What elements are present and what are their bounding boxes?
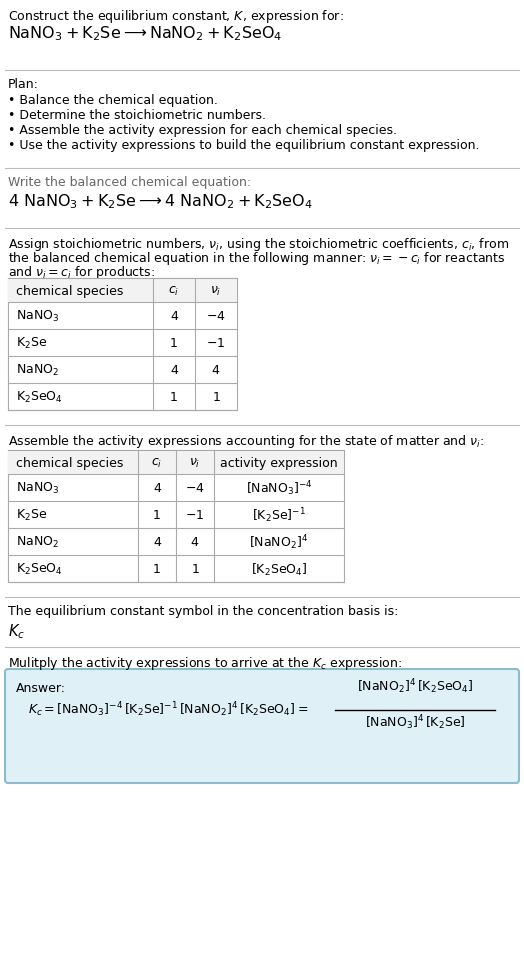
Text: $1$: $1$ — [191, 563, 199, 576]
Text: Assign stoichiometric numbers, $\nu_i$, using the stoichiometric coefficients, $: Assign stoichiometric numbers, $\nu_i$, … — [8, 236, 509, 253]
Text: $\nu_i$: $\nu_i$ — [210, 284, 222, 298]
Text: 4: 4 — [153, 482, 161, 495]
Text: $-4$: $-4$ — [185, 482, 205, 495]
Text: • Balance the chemical equation.: • Balance the chemical equation. — [8, 94, 218, 107]
Text: Construct the equilibrium constant, $K$, expression for:: Construct the equilibrium constant, $K$,… — [8, 8, 344, 25]
Text: 4: 4 — [153, 536, 161, 549]
Text: • Determine the stoichiometric numbers.: • Determine the stoichiometric numbers. — [8, 109, 266, 122]
Bar — [8, 450, 344, 582]
Text: $-1$: $-1$ — [206, 337, 226, 350]
Bar — [8, 278, 237, 302]
Text: $[\mathrm{K_2Se}]^{-1}$: $[\mathrm{K_2Se}]^{-1}$ — [252, 506, 306, 525]
Text: $1$: $1$ — [212, 391, 221, 404]
Text: • Use the activity expressions to build the equilibrium constant expression.: • Use the activity expressions to build … — [8, 139, 479, 152]
Text: $4$: $4$ — [190, 536, 200, 549]
Text: $\mathrm{NaNO_3 + K_2Se \longrightarrow NaNO_2 + K_2SeO_4}$: $\mathrm{NaNO_3 + K_2Se \longrightarrow … — [8, 24, 282, 42]
Text: chemical species: chemical species — [16, 456, 123, 470]
Text: $\mathrm{K_2Se}$: $\mathrm{K_2Se}$ — [16, 508, 47, 523]
Text: $\mathrm{NaNO_2}$: $\mathrm{NaNO_2}$ — [16, 535, 59, 550]
FancyBboxPatch shape — [5, 669, 519, 783]
Text: $\mathrm{4\ NaNO_3 + K_2Se \longrightarrow 4\ NaNO_2 + K_2SeO_4}$: $\mathrm{4\ NaNO_3 + K_2Se \longrightarr… — [8, 192, 313, 210]
Bar — [8, 450, 344, 474]
Text: $-1$: $-1$ — [185, 509, 204, 522]
Text: $[\mathrm{NaNO_2}]^4\, [\mathrm{K_2SeO_4}]$: $[\mathrm{NaNO_2}]^4\, [\mathrm{K_2SeO_4… — [357, 678, 473, 696]
Text: Mulitply the activity expressions to arrive at the $K_c$ expression:: Mulitply the activity expressions to arr… — [8, 655, 402, 672]
Text: Plan:: Plan: — [8, 78, 39, 91]
Text: $\mathrm{NaNO_3}$: $\mathrm{NaNO_3}$ — [16, 480, 59, 496]
Text: 4: 4 — [170, 364, 178, 377]
Text: the balanced chemical equation in the following manner: $\nu_i = -c_i$ for react: the balanced chemical equation in the fo… — [8, 250, 506, 267]
Text: $[\mathrm{NaNO_3}]^{-4}$: $[\mathrm{NaNO_3}]^{-4}$ — [246, 480, 312, 498]
Text: $\mathrm{K_2SeO_4}$: $\mathrm{K_2SeO_4}$ — [16, 562, 63, 577]
Text: 4: 4 — [170, 310, 178, 323]
Text: $\mathrm{K_2Se}$: $\mathrm{K_2Se}$ — [16, 336, 47, 351]
Text: $c_i$: $c_i$ — [168, 284, 180, 298]
Text: 1: 1 — [153, 509, 161, 522]
Text: 1: 1 — [153, 563, 161, 576]
Text: $\mathrm{NaNO_2}$: $\mathrm{NaNO_2}$ — [16, 363, 59, 378]
Text: $K_c$: $K_c$ — [8, 622, 25, 641]
Text: $[\mathrm{K_2SeO_4}]$: $[\mathrm{K_2SeO_4}]$ — [251, 561, 307, 578]
Text: $c_i$: $c_i$ — [151, 456, 162, 470]
Text: 1: 1 — [170, 391, 178, 404]
Text: $\nu_i$: $\nu_i$ — [189, 456, 201, 470]
Text: $[\mathrm{NaNO_3}]^4\, [\mathrm{K_2Se}]$: $[\mathrm{NaNO_3}]^4\, [\mathrm{K_2Se}]$ — [365, 713, 465, 731]
Text: $K_c = [\mathrm{NaNO_3}]^{-4}\, [\mathrm{K_2Se}]^{-1}\, [\mathrm{NaNO_2}]^{4}\, : $K_c = [\mathrm{NaNO_3}]^{-4}\, [\mathrm… — [28, 701, 308, 720]
Text: chemical species: chemical species — [16, 284, 123, 298]
Bar — [8, 278, 237, 410]
Text: $-4$: $-4$ — [206, 310, 226, 323]
Text: $[\mathrm{NaNO_2}]^{4}$: $[\mathrm{NaNO_2}]^{4}$ — [249, 533, 309, 552]
Text: 1: 1 — [170, 337, 178, 350]
Text: The equilibrium constant symbol in the concentration basis is:: The equilibrium constant symbol in the c… — [8, 605, 398, 618]
Text: Assemble the activity expressions accounting for the state of matter and $\nu_i$: Assemble the activity expressions accoun… — [8, 433, 484, 450]
Text: Answer:: Answer: — [16, 682, 66, 695]
Text: $\mathrm{NaNO_3}$: $\mathrm{NaNO_3}$ — [16, 308, 59, 324]
Text: Write the balanced chemical equation:: Write the balanced chemical equation: — [8, 176, 251, 189]
Text: • Assemble the activity expression for each chemical species.: • Assemble the activity expression for e… — [8, 124, 397, 137]
Text: and $\nu_i = c_i$ for products:: and $\nu_i = c_i$ for products: — [8, 264, 155, 281]
Text: activity expression: activity expression — [220, 456, 338, 470]
Text: $\mathrm{K_2SeO_4}$: $\mathrm{K_2SeO_4}$ — [16, 390, 63, 405]
Text: $4$: $4$ — [211, 364, 221, 377]
